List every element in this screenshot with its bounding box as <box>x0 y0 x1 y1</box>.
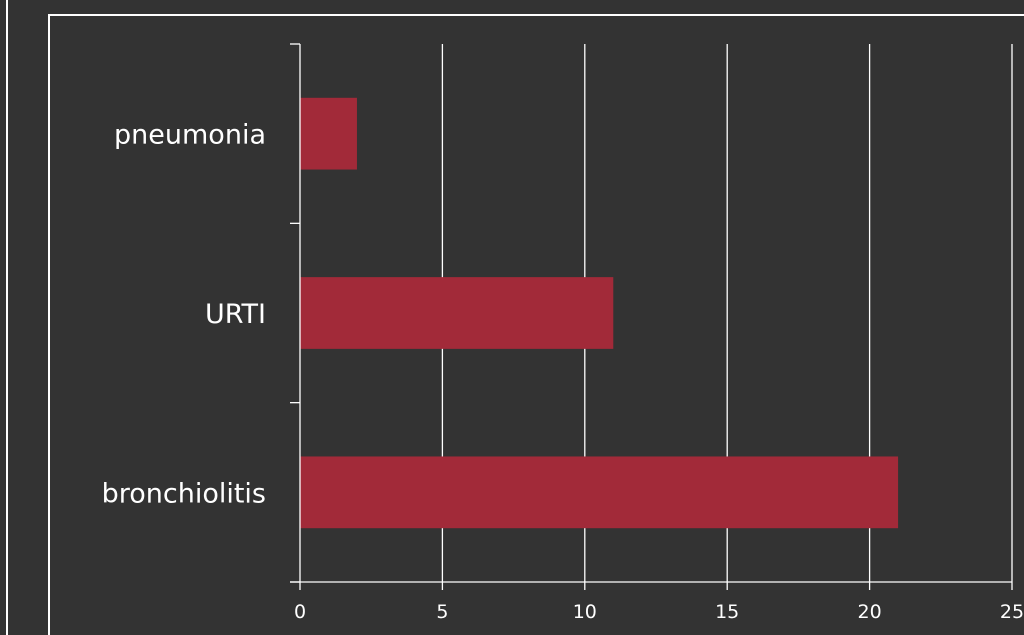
slide-left-border <box>6 0 8 635</box>
x-tick-label-10: 10 <box>573 601 597 623</box>
x-tick-label-15: 15 <box>715 601 739 623</box>
chart-frame <box>48 14 1024 635</box>
category-label-bronchiolitis: bronchiolitis <box>102 478 266 509</box>
x-tick-label-5: 5 <box>436 601 448 623</box>
category-label-urti: URTI <box>205 299 266 330</box>
bar-urti <box>300 277 614 349</box>
bar-pneumonia <box>300 97 357 170</box>
x-tick-label-25: 25 <box>1000 601 1024 623</box>
bar-bronchiolitis <box>300 456 899 529</box>
x-tick-label-0: 0 <box>294 601 306 623</box>
x-tick-label-20: 20 <box>858 601 882 623</box>
bars <box>300 97 899 529</box>
category-label-pneumonia: pneumonia <box>114 120 266 151</box>
labels: 0 5 10 15 20 25 pneumonia URTI bronchiolitis <box>102 120 1024 623</box>
axes <box>290 43 1013 590</box>
